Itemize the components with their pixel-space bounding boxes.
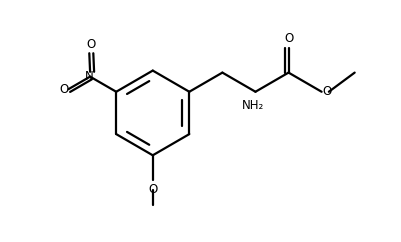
Text: O: O xyxy=(322,85,331,98)
Text: NH₂: NH₂ xyxy=(242,99,264,112)
Text: O: O xyxy=(283,32,292,45)
Text: O: O xyxy=(87,38,96,51)
Text: O: O xyxy=(59,83,68,97)
Text: N: N xyxy=(85,70,94,83)
Text: O: O xyxy=(148,183,157,196)
